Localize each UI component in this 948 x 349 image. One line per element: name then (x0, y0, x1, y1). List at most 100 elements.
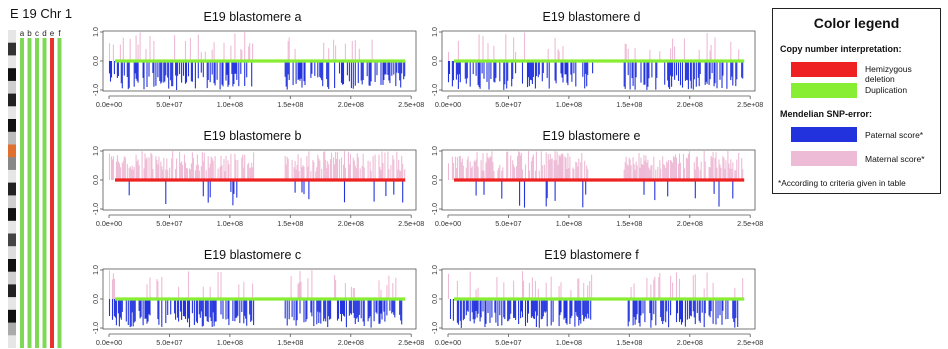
y-tick-label: 1.0 (93, 265, 100, 275)
x-tick-label: 2.0e+08 (338, 100, 364, 109)
ideogram-band (8, 68, 16, 82)
ideogram-band (8, 157, 16, 171)
ideogram-band (8, 195, 16, 209)
ideogram-lane-label: f (58, 30, 61, 38)
ideogram-lane-label: d (42, 30, 46, 38)
y-tick-label: -1.0 (93, 84, 100, 96)
chart-svg: -1.0 0.0 1.0 0.0e+00 5.0e+07 1.0e+08 1.5e+08 2.… (432, 27, 763, 109)
ideogram-lane-a (20, 38, 24, 348)
color-legend: Color legend Copy number interpretation:… (772, 8, 941, 194)
legend-swatch-maternal (791, 151, 857, 166)
ideogram-lane-f (57, 38, 62, 348)
y-tick-label: -1.0 (432, 322, 439, 334)
y-tick-label: -1.0 (432, 203, 439, 215)
x-tick-label: 5.0e+07 (156, 100, 182, 109)
ideogram-band (8, 220, 16, 234)
ideogram-band (8, 144, 16, 158)
chart-svg: -1.0 0.0 1.0 0.0e+00 5.0e+07 1.0e+08 1.5e+08 2.… (93, 146, 424, 228)
chart-panel: E19 blastomere b -1.0 0.0 1.0 0.0e+00 5.0e+07… (85, 129, 424, 229)
x-tick-label: 1.0e+08 (556, 100, 582, 109)
ideogram-lane-label: b (27, 30, 32, 38)
x-tick-label: 1.5e+08 (616, 219, 642, 228)
x-tick-label: 5.0e+07 (156, 219, 182, 228)
chart-title: E19 blastomere f (544, 248, 639, 262)
x-tick-label: 2.5e+08 (737, 219, 763, 228)
ideogram-band (8, 106, 16, 120)
ideogram-band (8, 131, 16, 145)
y-tick-label: 0.0 (93, 56, 100, 66)
x-tick-label: 2.0e+08 (338, 219, 364, 228)
legend-swatch-paternal (791, 127, 857, 142)
ideogram-band (8, 233, 16, 247)
x-tick-label: 0.0e+00 (96, 219, 122, 228)
y-tick-label: -1.0 (432, 84, 439, 96)
x-tick-label: 2.5e+08 (398, 219, 424, 228)
x-tick-label: 0.0e+00 (435, 338, 461, 347)
x-tick-label: 0.0e+00 (435, 100, 461, 109)
y-tick-label: 0.0 (432, 175, 439, 185)
ideogram-band (8, 322, 16, 336)
ideogram-band (8, 284, 16, 298)
chart-title: E19 blastomere a (203, 10, 302, 24)
legend-footnote: *According to criteria given in table (778, 178, 906, 188)
x-tick-label: 0.0e+00 (435, 219, 461, 228)
ideogram-lane-b (27, 38, 32, 348)
y-tick-label: -1.0 (93, 203, 100, 215)
ideogram-band (8, 246, 16, 260)
ideogram-band (8, 335, 16, 348)
x-tick-label: 0.0e+00 (96, 338, 122, 347)
chart-panel: E19 blastomere a -1.0 0.0 1.0 0.0e+00 5.0e+07… (85, 10, 424, 110)
x-tick-label: 1.0e+08 (217, 338, 243, 347)
x-tick-label: 2.5e+08 (737, 100, 763, 109)
chart-title: E19 blastomere d (542, 10, 641, 24)
figure-title: E 19 Chr 1 (10, 6, 73, 21)
x-tick-label: 2.0e+08 (677, 219, 703, 228)
legend-title: Color legend (813, 15, 900, 31)
x-tick-label: 2.5e+08 (737, 338, 763, 347)
y-tick-label: 0.0 (93, 175, 100, 185)
ideogram-band (8, 55, 16, 69)
x-tick-label: 2.0e+08 (677, 338, 703, 347)
x-tick-label: 2.0e+08 (338, 338, 364, 347)
chart-svg: -1.0 0.0 1.0 0.0e+00 5.0e+07 1.0e+08 1.5e+08 2.… (432, 146, 763, 228)
x-tick-label: 2.5e+08 (398, 100, 424, 109)
legend-swatch-hemizygous (791, 62, 857, 77)
ideogram-band (8, 208, 16, 222)
y-tick-label: 1.0 (93, 146, 100, 156)
x-tick-label: 1.0e+08 (217, 219, 243, 228)
ideogram-lane-d (42, 38, 47, 348)
y-tick-label: 0.0 (432, 294, 439, 304)
x-tick-label: 5.0e+07 (495, 219, 521, 228)
y-tick-label: 0.0 (432, 56, 439, 66)
ideogram-band (8, 182, 16, 196)
chart-title: E19 blastomere c (203, 248, 302, 262)
y-tick-label: 1.0 (432, 146, 439, 156)
legend-swatch-duplication (791, 83, 857, 98)
ideogram-lane-c (35, 38, 39, 348)
legend-label-maternal: Maternal score* (865, 154, 925, 164)
x-tick-label: 1.5e+08 (616, 338, 642, 347)
y-tick-label: 1.0 (93, 27, 100, 37)
x-tick-label: 1.5e+08 (616, 100, 642, 109)
ideogram-band (8, 80, 16, 95)
x-tick-label: 1.0e+08 (556, 219, 582, 228)
ideogram-band (8, 30, 16, 44)
ideogram-band (8, 297, 16, 311)
ideogram-lane-label: c (35, 30, 39, 38)
legend-label-paternal: Paternal score* (865, 130, 924, 140)
legend-copy-number-heading: Copy number interpretation: (780, 44, 902, 54)
ideogram-band (8, 93, 16, 107)
chart-svg: -1.0 0.0 1.0 0.0e+00 5.0e+07 1.0e+08 1.5e+08 2.… (432, 265, 763, 347)
y-tick-label: -1.0 (93, 322, 100, 334)
x-tick-label: 1.5e+08 (277, 100, 303, 109)
ideogram-band (8, 271, 16, 285)
ideogram-band (8, 119, 16, 133)
x-tick-label: 5.0e+07 (495, 100, 521, 109)
chart-panel: E19 blastomere c -1.0 0.0 1.0 0.0e+00 5.0e+07… (85, 248, 424, 348)
x-tick-label: 5.0e+07 (495, 338, 521, 347)
y-tick-label: 0.0 (93, 294, 100, 304)
ideogram-band (8, 42, 16, 56)
y-tick-label: 1.0 (432, 265, 439, 275)
x-tick-label: 2.0e+08 (677, 100, 703, 109)
